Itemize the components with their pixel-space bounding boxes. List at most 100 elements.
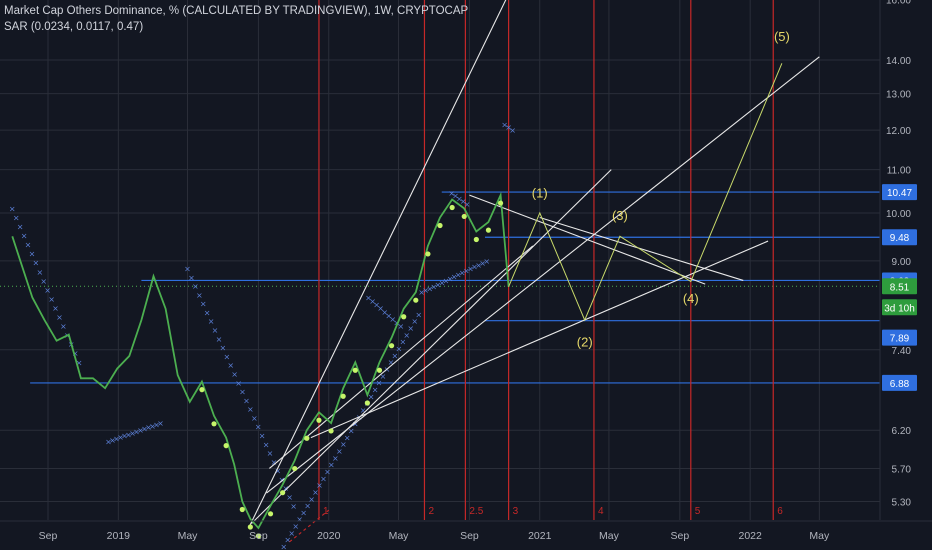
sar-mark: × xyxy=(113,435,120,444)
sar-mark: × xyxy=(121,432,128,441)
sar-mark: × xyxy=(220,344,227,353)
signal-dot xyxy=(316,417,322,423)
sar-mark: × xyxy=(376,379,383,388)
signal-dot xyxy=(352,367,358,373)
trend-line xyxy=(289,509,330,543)
sar-mark: × xyxy=(352,420,359,429)
sar-mark: × xyxy=(286,493,293,502)
indicator-label: SAR (0.0234, 0.0117, 0.47) xyxy=(4,21,144,33)
sar-mark: × xyxy=(328,461,335,470)
sar-mark: × xyxy=(373,301,380,310)
time-marker-label: 2.5 xyxy=(469,506,483,517)
price-badge-label: 3d 10h xyxy=(884,303,915,314)
sar-mark: × xyxy=(316,481,323,490)
sar-mark: × xyxy=(463,267,470,276)
signal-dot xyxy=(211,421,217,427)
time-tick-label: May xyxy=(389,530,410,542)
sar-mark: × xyxy=(344,433,351,442)
sar-mark: × xyxy=(415,310,422,319)
signal-dot xyxy=(485,227,492,233)
sar-mark: × xyxy=(192,282,199,291)
signal-dot xyxy=(239,506,245,513)
price-tick-label: 10.00 xyxy=(886,209,911,220)
sar-mark: × xyxy=(448,189,455,198)
price-badge-label: 6.88 xyxy=(890,379,910,390)
sar-mark: × xyxy=(336,447,343,456)
wave-labels: (1) (2) (3) (4) (5) xyxy=(532,29,790,350)
time-tick-label: May xyxy=(178,530,199,542)
sar-mark: × xyxy=(188,273,195,282)
sar-mark: × xyxy=(332,454,339,463)
price-badge xyxy=(882,374,917,391)
sar-mark: × xyxy=(280,543,287,550)
time-marker-label: 6 xyxy=(777,506,783,517)
time-tick-label: 2021 xyxy=(528,530,552,542)
signal-dot xyxy=(461,213,467,220)
sar-mark: × xyxy=(267,449,274,458)
sar-mark: × xyxy=(141,425,148,434)
sar-mark: × xyxy=(259,432,266,441)
sar-mark: × xyxy=(501,120,508,129)
sar-mark: × xyxy=(368,392,375,401)
time-tick-label: 2020 xyxy=(317,530,341,542)
sar-mark: × xyxy=(452,192,459,201)
sar-mark: × xyxy=(422,286,429,295)
sar-mark: × xyxy=(21,232,28,241)
price-badge-label: 10.47 xyxy=(887,188,912,199)
signal-dot xyxy=(267,511,274,517)
sar-mark: × xyxy=(255,423,262,432)
sar-mark: × xyxy=(204,308,211,317)
sar-mark: × xyxy=(435,280,442,289)
sar-mark: × xyxy=(243,396,250,405)
signal-dot xyxy=(437,222,443,229)
sar-mark: × xyxy=(29,250,36,259)
trend-line xyxy=(539,216,744,281)
sar-mark: × xyxy=(397,322,404,331)
signal-dot xyxy=(247,524,253,530)
sar-mark: × xyxy=(451,273,458,282)
price-tick-label: 9.00 xyxy=(892,257,912,268)
sar-mark: × xyxy=(348,426,355,435)
grid xyxy=(0,0,880,520)
sar-mark: × xyxy=(443,276,450,285)
sar-mark: × xyxy=(430,282,437,291)
sar-mark: × xyxy=(48,295,55,304)
sar-mark: × xyxy=(17,223,24,232)
sar-mark: × xyxy=(475,261,482,270)
sar-mark: × xyxy=(125,430,132,439)
sar-mark: × xyxy=(200,300,207,309)
sar-mark: × xyxy=(340,440,347,449)
sar-mark: × xyxy=(72,349,79,358)
sar-mark: × xyxy=(235,379,242,388)
time-marker-label: 3 xyxy=(513,506,519,517)
price-axis: 16.00 14.00 13.00 12.00 11.00 10.00 9.00 7.40 6.… xyxy=(879,0,912,520)
price-tick-label: 14.00 xyxy=(886,56,911,67)
sar-mark: × xyxy=(460,197,467,206)
price-badge-label: 8.51 xyxy=(890,282,910,293)
wave-projection xyxy=(508,63,783,322)
sar-mark: × xyxy=(133,427,140,436)
sar-mark: × xyxy=(196,291,203,300)
chart-title: Market Cap Others Dominance, % (CALCULAT… xyxy=(4,5,469,17)
wave-label: (1) xyxy=(532,185,548,200)
sar-mark: × xyxy=(36,268,43,277)
sar-mark: × xyxy=(33,259,40,268)
sar-mark: × xyxy=(403,331,410,340)
sar-mark: × xyxy=(208,317,215,326)
signal-dot xyxy=(223,443,229,449)
sar-mark: × xyxy=(464,200,471,209)
sar-mark: × xyxy=(479,259,486,268)
price-tick-label: 12.00 xyxy=(886,126,911,137)
signal-dot xyxy=(425,251,431,257)
sar-mark: × xyxy=(296,515,303,524)
sar-mark: × xyxy=(377,304,384,313)
time-marker-label: 2 xyxy=(428,506,434,517)
sar-mark: × xyxy=(312,488,319,497)
sar-mark: × xyxy=(129,429,136,438)
signal-dot xyxy=(280,490,286,496)
trend-line xyxy=(251,169,612,524)
price-badge xyxy=(882,229,917,246)
time-tick-label: Sep xyxy=(460,530,479,542)
